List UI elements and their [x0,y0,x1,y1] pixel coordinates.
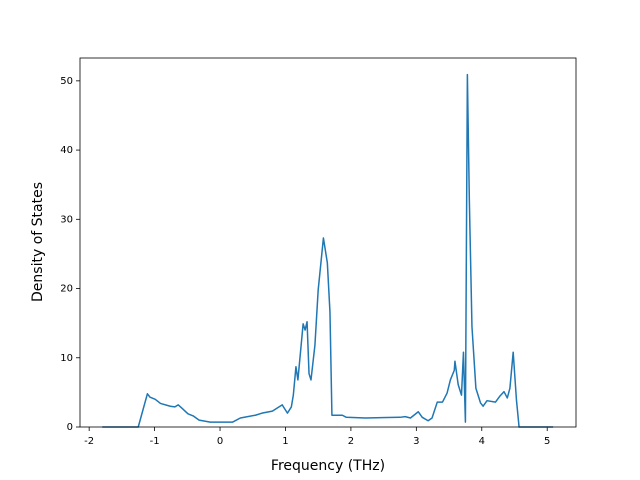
x-tick-label: 0 [217,436,223,447]
x-tick-label: 5 [544,436,550,447]
line-series [102,73,554,428]
y-tick-label: 50 [60,76,73,87]
y-tick-label: 10 [60,353,73,364]
x-tick-label: 3 [413,436,419,447]
x-tick-label: 2 [348,436,354,447]
plot-frame [79,57,577,428]
x-tick-label: -2 [84,436,94,447]
y-axis-label: Density of States [30,182,46,302]
y-tick-label: 40 [60,145,73,156]
x-axis-label: Frequency (THz) [271,458,385,474]
x-tick-label: 1 [282,436,288,447]
x-tick-label: -1 [150,436,160,447]
y-tick-label: 20 [60,284,73,295]
x-tick-label: 4 [479,436,485,447]
y-tick-label: 0 [67,422,73,433]
y-tick-label: 30 [60,214,73,225]
